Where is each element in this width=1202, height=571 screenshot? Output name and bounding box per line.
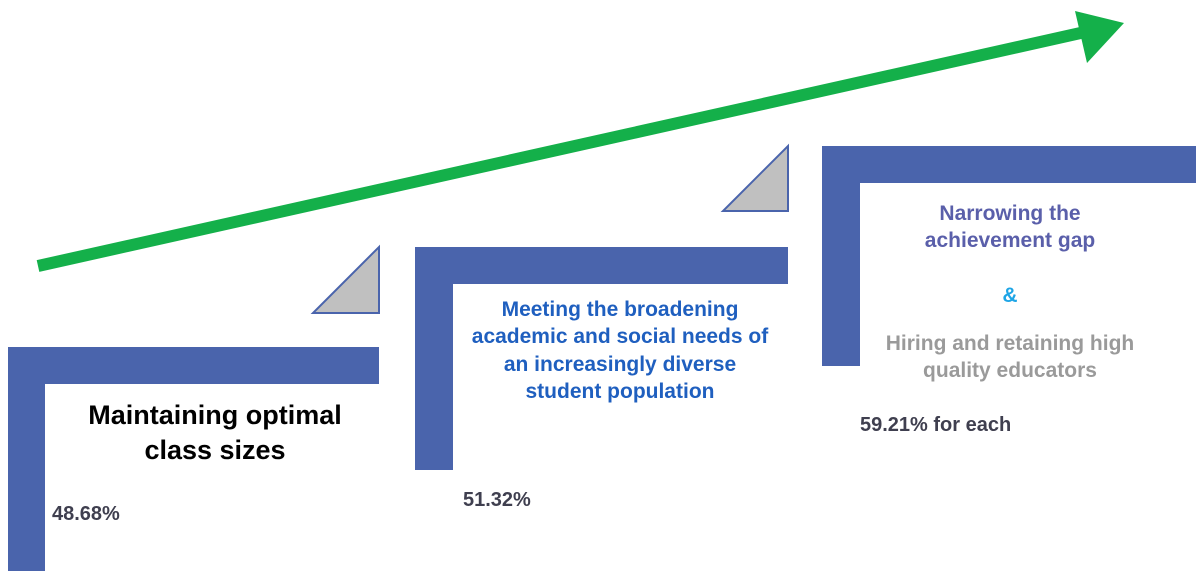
step3-bracket-top [822,146,1196,183]
step1-title: Maintaining optimal class sizes [88,400,342,466]
step3-value: 59.21% for each [860,414,1012,436]
step2-value: 51.32% [463,489,531,511]
step3-connector: & [1002,284,1018,307]
step1-bracket [8,347,379,571]
step2-bracket-top [415,247,788,284]
step2-bracket-side [415,247,453,470]
step1-triangle [310,244,380,314]
step1-bracket-side [8,347,45,571]
step3-title-primary: Narrowing the achievement gap [924,202,1096,253]
growth-arrow-head [1075,11,1124,63]
step2-bracket [415,247,788,470]
step2-title: Meeting the broadening academic and soci… [471,298,769,403]
step1-value: 48.68% [52,503,120,525]
step2-triangle [720,143,789,212]
step1-bracket-top [8,347,379,384]
growth-arrow [36,11,1124,272]
growth-arrow-shaft [36,26,1087,272]
step3-bracket [822,146,1196,366]
step3-bracket-side [822,146,860,366]
step3-title-secondary: Hiring and retaining high quality educat… [885,332,1135,383]
